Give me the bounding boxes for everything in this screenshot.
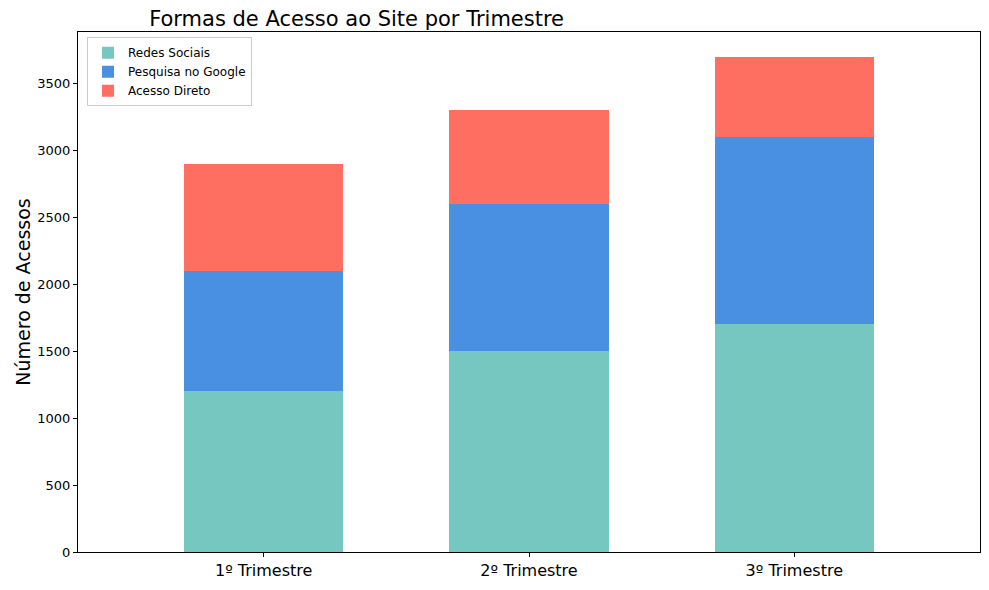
svg-text:Formas de Acesso ao Site por T: Formas de Acesso ao Site por Trimestre	[149, 7, 564, 31]
svg-text:Pesquisa no Google: Pesquisa no Google	[128, 65, 246, 79]
svg-text:Número de Acessos: Número de Acessos	[12, 198, 34, 385]
svg-text:Redes Sociais: Redes Sociais	[128, 46, 210, 60]
svg-text:2000: 2000	[37, 277, 70, 292]
svg-text:3000: 3000	[37, 143, 70, 158]
svg-text:1500: 1500	[37, 344, 70, 359]
svg-text:2º Trimestre: 2º Trimestre	[480, 561, 577, 580]
svg-text:3º Trimestre: 3º Trimestre	[746, 561, 843, 580]
svg-text:1000: 1000	[37, 411, 70, 426]
svg-text:Acesso Direto: Acesso Direto	[128, 84, 210, 98]
svg-text:1º Trimestre: 1º Trimestre	[215, 561, 312, 580]
svg-text:2500: 2500	[37, 210, 70, 225]
svg-text:500: 500	[46, 478, 71, 493]
svg-text:0: 0	[62, 545, 70, 560]
svg-text:3500: 3500	[37, 76, 70, 91]
